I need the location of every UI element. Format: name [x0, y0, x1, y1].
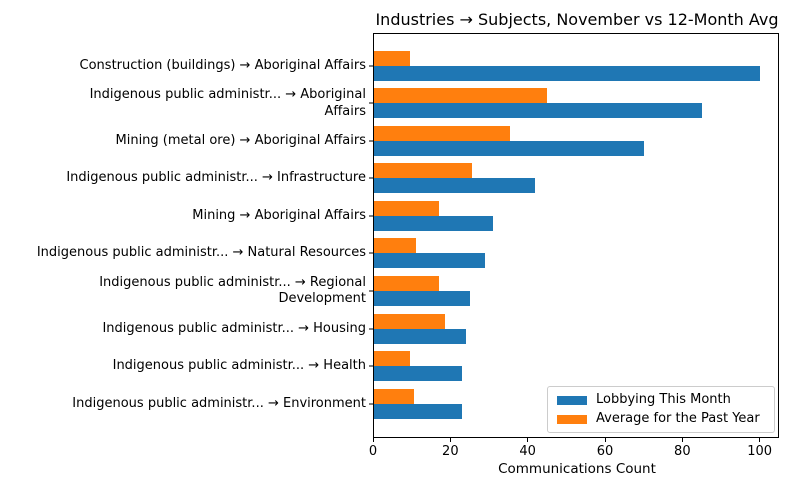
y-tick: [369, 65, 373, 67]
bar-past-year: [373, 163, 472, 179]
bar-this-month: [373, 178, 536, 194]
bar-this-month: [373, 253, 486, 269]
bar-this-month: [373, 328, 466, 344]
bar-this-month: [373, 140, 644, 156]
legend-entry-past-year: Average for the Past Year: [557, 411, 765, 427]
y-tick: [369, 365, 373, 367]
legend: Lobbying This Month Average for the Past…: [547, 386, 775, 433]
bar-past-year: [373, 88, 547, 104]
y-category-label: Indigenous public administr... → Environ…: [72, 395, 366, 411]
bar-past-year: [373, 125, 511, 141]
y-tick: [369, 215, 373, 217]
legend-label-past-year: Average for the Past Year: [596, 411, 760, 426]
legend-entry-this-month: Lobbying This Month: [557, 392, 765, 408]
bar-this-month: [373, 65, 760, 81]
legend-label-this-month: Lobbying This Month: [596, 392, 731, 407]
y-category-label: Indigenous public administr... → Infrast…: [66, 170, 366, 186]
x-tick-label: 80: [674, 444, 691, 459]
legend-swatch-past-year: [557, 414, 587, 424]
y-tick: [369, 290, 373, 292]
x-tick: [527, 438, 529, 442]
bar-past-year: [373, 238, 416, 254]
legend-swatch-this-month: [557, 395, 587, 405]
bar-past-year: [373, 50, 410, 66]
y-category-label: Mining → Aboriginal Affairs: [192, 207, 366, 223]
bar-past-year: [373, 313, 445, 329]
bar-past-year: [373, 388, 414, 404]
bar-this-month: [373, 403, 462, 419]
y-category-label: Indigenous public administr... → Housing: [102, 320, 366, 336]
y-category-label: Construction (buildings) → Aboriginal Af…: [79, 57, 366, 73]
bar-past-year: [373, 200, 439, 216]
bar-this-month: [373, 103, 702, 119]
x-tick: [372, 438, 374, 442]
x-tick: [759, 438, 761, 442]
y-tick: [369, 252, 373, 254]
y-tick: [369, 140, 373, 142]
x-tick-label: 100: [747, 444, 773, 459]
y-category-label: Indigenous public administr... → Aborigi…: [89, 87, 366, 119]
x-tick: [449, 438, 451, 442]
x-tick-label: 60: [596, 444, 614, 459]
y-category-label: Indigenous public administr... → Natural…: [36, 245, 366, 261]
x-tick-label: 40: [519, 444, 536, 459]
chart-title: Industries → Subjects, November vs 12-Mo…: [375, 10, 779, 29]
y-category-label: Indigenous public administr... → Health: [112, 357, 366, 373]
y-category-label: Mining (metal ore) → Aboriginal Affairs: [115, 132, 367, 148]
bar-past-year: [373, 351, 410, 367]
x-tick: [604, 438, 606, 442]
bar-this-month: [373, 215, 493, 231]
bar-this-month: [373, 366, 462, 382]
x-axis-label: Communications Count: [498, 461, 656, 477]
bar-past-year: [373, 276, 439, 291]
plot-area: [373, 33, 779, 438]
y-tick: [369, 177, 373, 179]
x-tick: [681, 438, 683, 442]
bar-this-month: [373, 291, 470, 306]
y-tick: [369, 403, 373, 405]
y-tick: [369, 328, 373, 330]
x-tick-label: 0: [368, 444, 378, 459]
x-tick-label: 20: [442, 444, 459, 459]
y-tick: [369, 102, 373, 104]
y-category-label: Indigenous public administr... → Regiona…: [99, 274, 366, 306]
